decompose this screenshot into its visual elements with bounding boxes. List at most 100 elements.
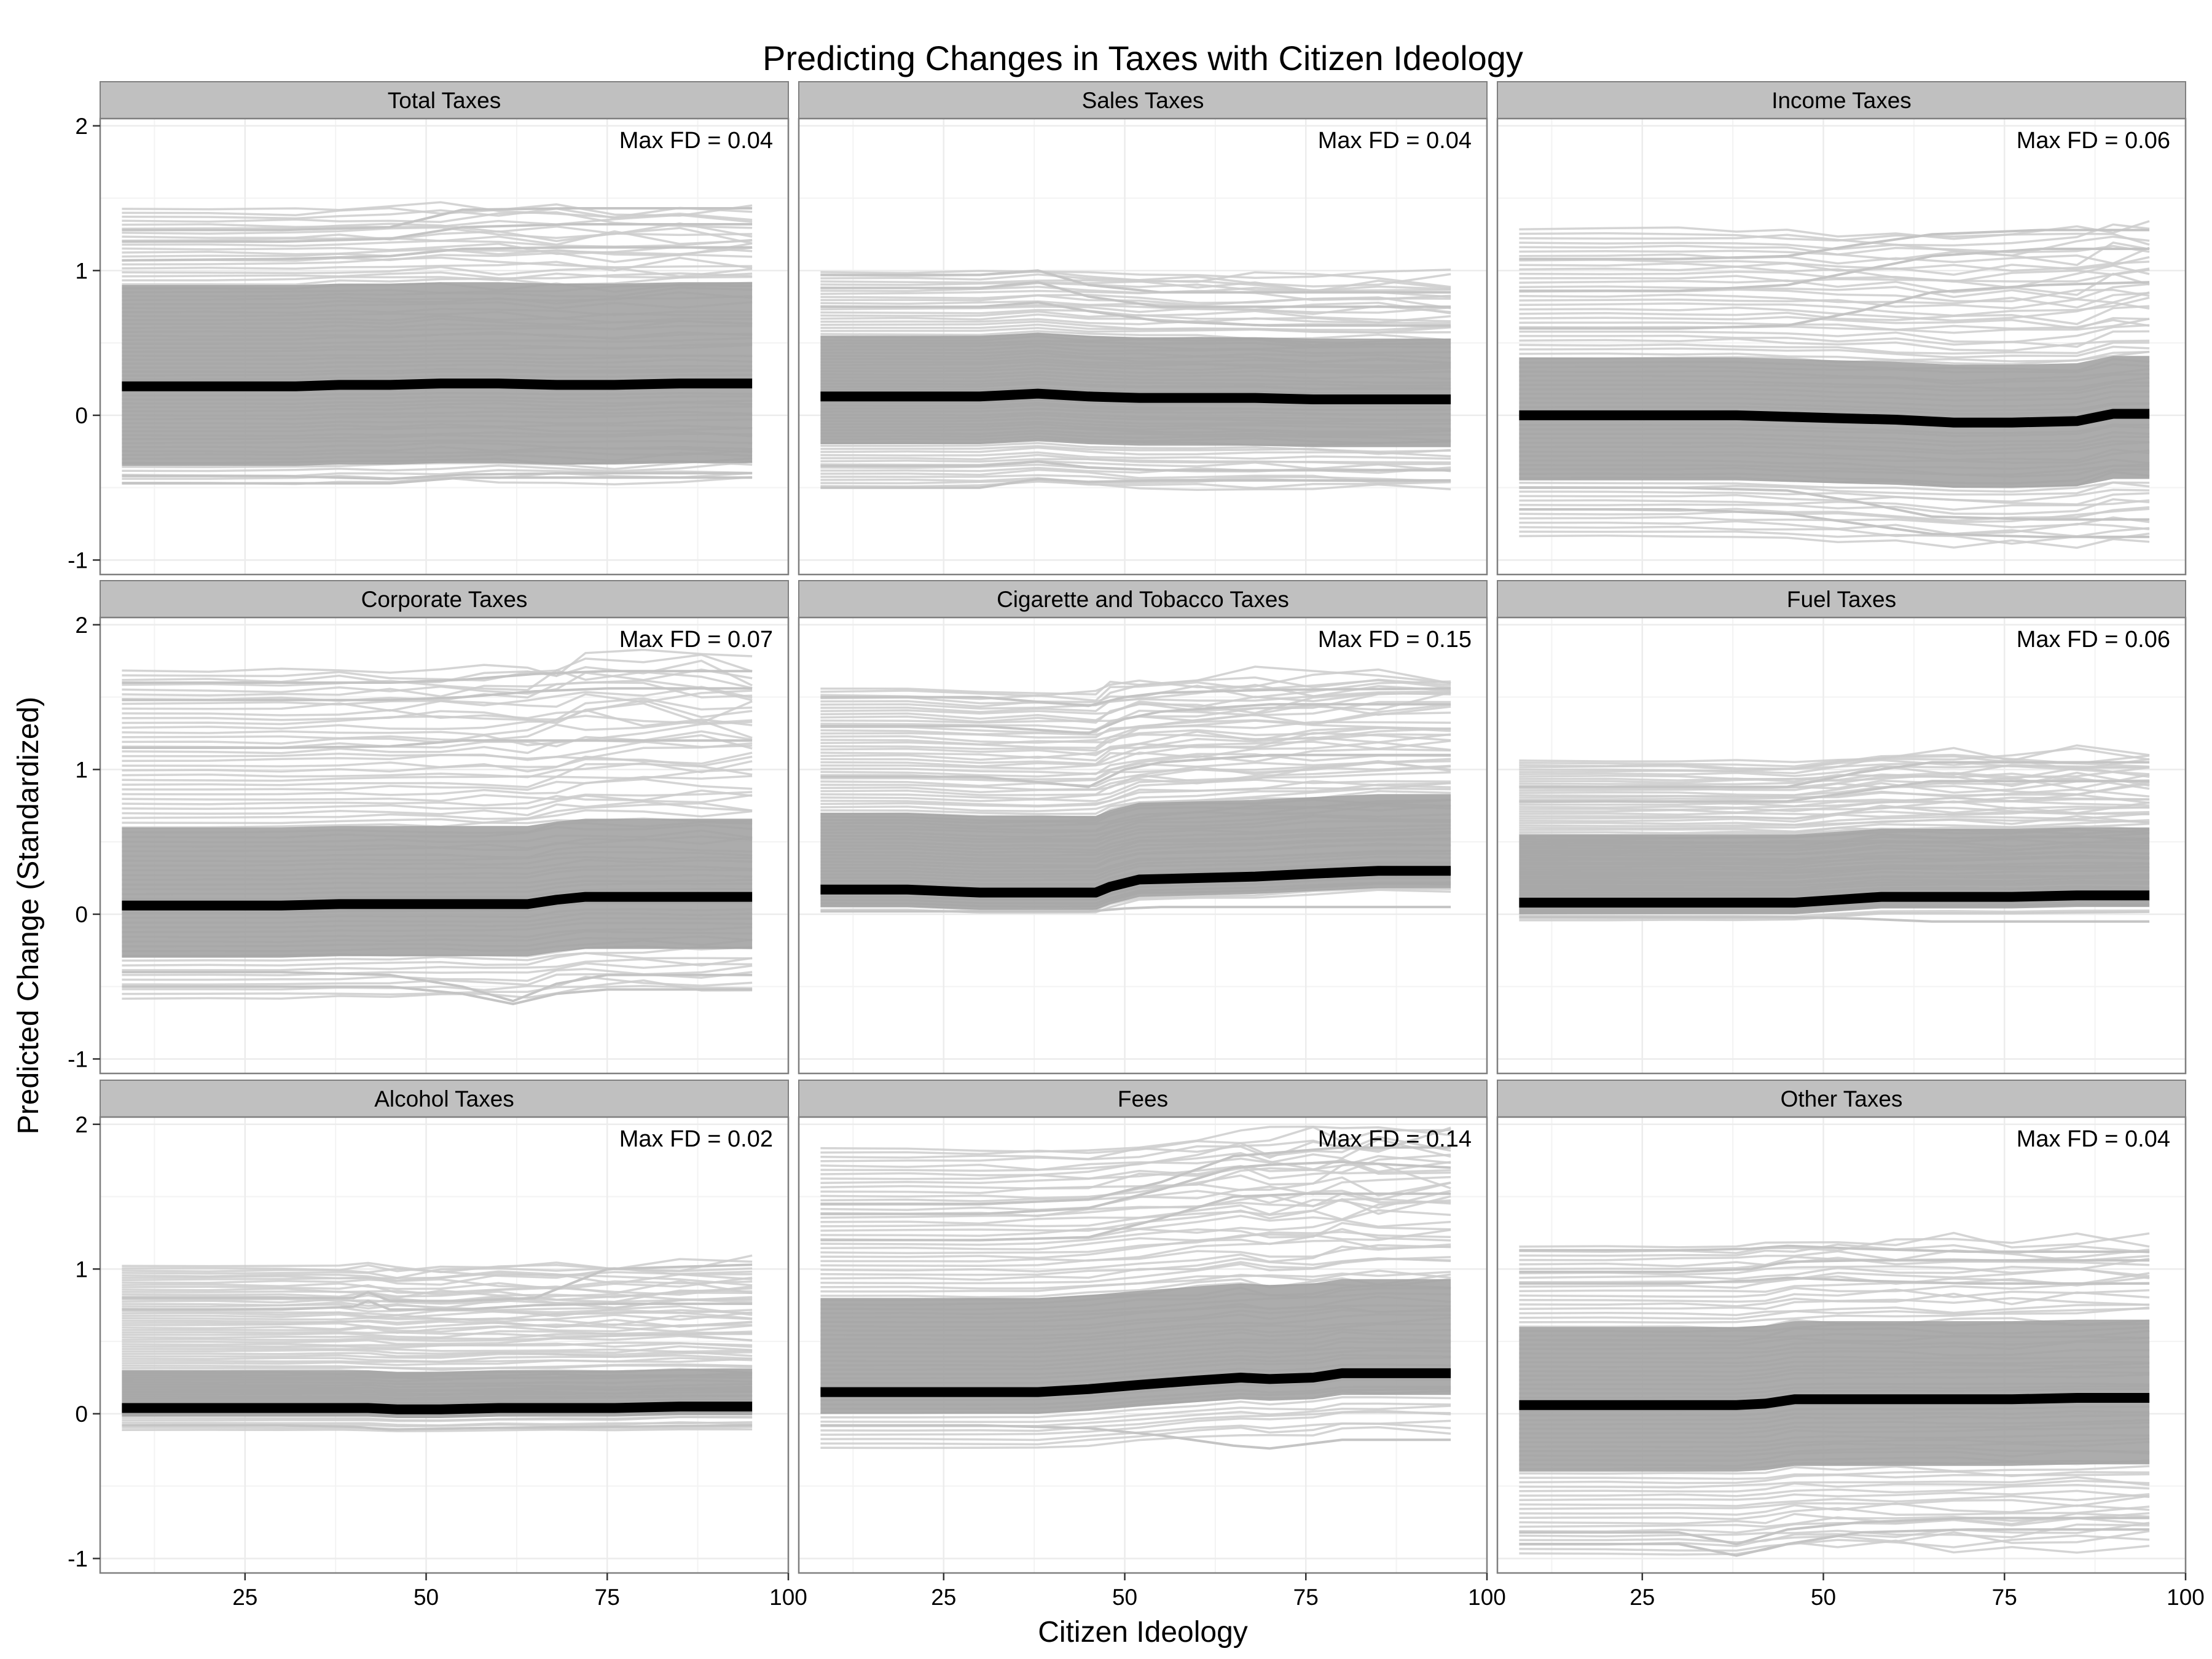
- ice-line: [122, 952, 753, 967]
- panel-data: [820, 269, 1451, 492]
- ice-line: [1519, 1505, 2150, 1521]
- ice-line: [820, 726, 1451, 756]
- max-fd-annotation: Max FD = 0.04: [2017, 1126, 2170, 1152]
- ice-line: [122, 1335, 753, 1346]
- ice-line: [820, 748, 1451, 778]
- chart-title: Predicting Changes in Taxes with Citizen…: [763, 39, 1523, 77]
- ice-line: [820, 1151, 1451, 1177]
- ice-line: [1519, 318, 2150, 334]
- x-tick-label: 25: [931, 1585, 956, 1610]
- ice-line: [1519, 1249, 2150, 1262]
- y-tick-label: 2: [75, 1112, 88, 1137]
- ice-line: [1519, 492, 2150, 506]
- ice-line: [1519, 766, 2150, 783]
- ice-line: [1519, 1231, 2150, 1249]
- panel-income-taxes: Income Taxes Max FD = 0.06: [1496, 81, 2187, 576]
- ice-line: [1519, 1539, 2150, 1556]
- ice-example-line: [1519, 229, 2150, 261]
- max-fd-annotation: Max FD = 0.04: [1318, 128, 1472, 154]
- ice-line: [1519, 779, 2150, 796]
- ice-example-line: [820, 1160, 1451, 1215]
- max-fd-annotation: Max FD = 0.15: [1318, 627, 1472, 653]
- ice-line: [122, 1330, 753, 1339]
- ice-line: [820, 1410, 1451, 1432]
- ice-line: [122, 1323, 753, 1333]
- ice-example-line: [820, 1192, 1451, 1242]
- ice-line: [820, 782, 1451, 812]
- ice-line: [820, 1419, 1451, 1441]
- ice-dense-band: [820, 794, 1451, 910]
- ice-line: [122, 653, 753, 682]
- ice-line: [122, 251, 753, 264]
- max-fd-annotation: Max FD = 0.14: [1318, 1126, 1472, 1152]
- ice-line: [122, 1320, 753, 1328]
- ice-line: [820, 692, 1451, 715]
- ice-line: [122, 791, 753, 802]
- ice-line: [122, 1347, 753, 1353]
- ice-line: [122, 214, 753, 229]
- ice-line: [122, 460, 753, 473]
- average-line: [1519, 890, 2150, 908]
- y-tick-label: 2: [75, 114, 88, 139]
- ice-line: [122, 751, 753, 773]
- ice-line: [820, 1257, 1451, 1276]
- ice-line: [820, 720, 1451, 746]
- ice-line: [122, 272, 753, 282]
- ice-line: [1519, 1489, 2150, 1502]
- ice-example-line: [122, 1300, 753, 1311]
- ice-line: [820, 1231, 1451, 1250]
- ice-example-line: [122, 739, 753, 749]
- x-tick-label: 50: [1811, 1585, 1836, 1610]
- ice-example-line: [1519, 486, 2150, 521]
- ice-line: [1519, 246, 2150, 265]
- ice-line: [1519, 1502, 2150, 1516]
- panel-strip: [798, 1080, 1488, 1118]
- ice-line: [122, 734, 753, 755]
- panel-border: [1496, 1116, 2187, 1574]
- ice-example-line: [1519, 1259, 2150, 1273]
- ice-line: [122, 681, 753, 699]
- ice-example-line: [1519, 1276, 2150, 1285]
- ice-example-line: [122, 985, 753, 1005]
- ice-line: [122, 715, 753, 736]
- ice-line: [1519, 508, 2150, 524]
- ice-line: [1519, 1291, 2150, 1308]
- ice-line: [1519, 818, 2150, 833]
- ice-example-line: [820, 477, 1451, 489]
- ice-line: [820, 753, 1451, 775]
- x-tick-label: 100: [769, 1585, 807, 1610]
- ice-line: [122, 1421, 753, 1427]
- ice-line: [1519, 1521, 2150, 1543]
- panel-strip-title: Total Taxes: [388, 88, 501, 113]
- ice-line: [820, 320, 1451, 331]
- y-tick-label: -1: [68, 1546, 88, 1571]
- ice-line: [1519, 267, 2150, 283]
- ice-line: [1519, 241, 2150, 267]
- panel-strip-title: Fees: [1118, 1086, 1168, 1112]
- ice-dense-band: [122, 282, 753, 466]
- ice-line: [820, 330, 1451, 342]
- panel-fees: Fees Max FD = 0.14 25 50 75 100: [798, 1080, 1506, 1610]
- panel-strip-title: Corporate Taxes: [361, 587, 528, 612]
- ice-line: [1519, 1483, 2150, 1497]
- y-tick-label: 1: [75, 757, 88, 782]
- ice-line: [820, 679, 1451, 702]
- ice-line: [122, 697, 753, 721]
- ice-line: [820, 1269, 1451, 1293]
- ice-example-line: [1519, 1516, 2150, 1545]
- ice-line: [1519, 220, 2150, 240]
- ice-example-line: [820, 1424, 1451, 1450]
- panel-other-taxes: Other Taxes Max FD = 0.04 25 50 75 100: [1496, 1080, 2205, 1610]
- ice-line: [1519, 258, 2150, 272]
- ice-line: [1519, 265, 2150, 283]
- x-tick-label: 25: [1630, 1585, 1655, 1610]
- ice-line: [122, 1345, 753, 1355]
- ice-line: [122, 669, 753, 695]
- ice-example-line: [122, 1263, 753, 1303]
- ice-line: [1519, 766, 2150, 784]
- panel-data: [122, 1254, 753, 1433]
- ice-example-line: [1519, 1244, 2150, 1253]
- ice-line: [1519, 1517, 2150, 1534]
- ice-example-line: [122, 1424, 753, 1431]
- panel-strip-title: Alcohol Taxes: [374, 1086, 514, 1112]
